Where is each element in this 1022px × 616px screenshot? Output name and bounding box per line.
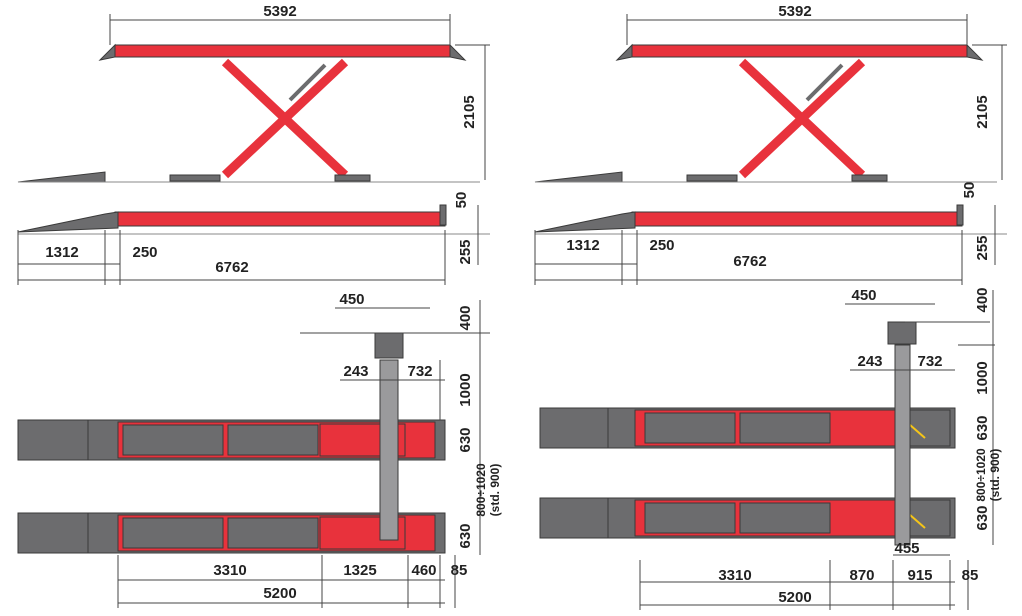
dimension-label: 85 xyxy=(451,562,468,579)
dimension-label: 870 xyxy=(849,567,874,584)
plate xyxy=(644,502,736,534)
dimension-label: 5392 xyxy=(778,3,811,20)
ramp xyxy=(534,211,636,233)
dimension-label: 450 xyxy=(339,291,364,308)
dimension-label: 243 xyxy=(857,353,882,370)
base-plate xyxy=(334,174,371,182)
cylinder xyxy=(288,63,327,102)
ramp-tip xyxy=(449,43,467,61)
stop xyxy=(956,204,964,226)
dimension-label: 1000 xyxy=(457,373,474,406)
dimension-label: 630 xyxy=(974,505,991,530)
console xyxy=(887,321,917,345)
base-plate xyxy=(169,174,221,182)
plate xyxy=(739,412,831,444)
dimension-label: 5200 xyxy=(778,589,811,606)
platform-lowered xyxy=(114,211,446,227)
dimension-label: 50 xyxy=(961,182,978,199)
console xyxy=(374,332,404,359)
dimension-label: 460 xyxy=(411,562,436,579)
dimension-label: 255 xyxy=(974,235,991,260)
plate xyxy=(739,502,831,534)
dimension-label: 1325 xyxy=(343,562,376,579)
dimension-label: 2105 xyxy=(974,95,991,128)
plate xyxy=(227,424,319,456)
ramp-tip xyxy=(966,43,984,61)
base-plate xyxy=(686,174,738,182)
plate xyxy=(122,517,224,549)
plate xyxy=(227,517,319,549)
ramp xyxy=(17,211,119,233)
dimension-label: 2105 xyxy=(461,95,478,128)
plate xyxy=(122,424,224,456)
dimension-label: (std. 900) xyxy=(488,464,502,517)
dimension-label: 450 xyxy=(851,287,876,304)
dimension-label: 400 xyxy=(457,305,474,330)
dimension-label: 85 xyxy=(962,567,979,584)
dimension-label: 3310 xyxy=(718,567,751,584)
dimension-label: 5200 xyxy=(263,585,296,602)
dimension-label: 3310 xyxy=(213,562,246,579)
dimension-label: 800÷1020 xyxy=(474,463,488,517)
ramp-tip xyxy=(98,43,116,61)
dimension-label: 630 xyxy=(974,415,991,440)
plate xyxy=(644,412,736,444)
dimension-label: 6762 xyxy=(215,259,248,276)
ramp xyxy=(17,171,106,183)
dimension-label: 732 xyxy=(917,353,942,370)
dimension-label: 400 xyxy=(974,287,991,312)
scissor-arm xyxy=(221,58,349,179)
dimension-label: 250 xyxy=(132,244,157,261)
stop xyxy=(439,204,447,226)
column xyxy=(379,359,399,541)
dimension-label: 630 xyxy=(457,427,474,452)
ramp-tip xyxy=(615,43,633,61)
dimension-label: 1312 xyxy=(45,244,78,261)
dimension-label: 800÷1020 xyxy=(974,448,988,502)
dimension-label: 455 xyxy=(894,540,919,557)
dimension-label: 1000 xyxy=(974,361,991,394)
dimension-label: 243 xyxy=(343,363,368,380)
platform-lowered xyxy=(631,211,963,227)
ramp xyxy=(534,171,623,183)
platform-raised xyxy=(631,44,968,58)
dimension-label: 630 xyxy=(457,523,474,548)
dimension-label: 250 xyxy=(649,237,674,254)
dimension-label: 915 xyxy=(907,567,932,584)
dimension-label: 5392 xyxy=(263,3,296,20)
dimension-label: 255 xyxy=(457,239,474,264)
cylinder xyxy=(805,63,844,102)
dimension-label: 6762 xyxy=(733,253,766,270)
base-plate xyxy=(851,174,888,182)
platform-raised xyxy=(114,44,451,58)
dimension-label: 1312 xyxy=(566,237,599,254)
dimension-label: (std. 900) xyxy=(988,449,1002,502)
dimension-label: 50 xyxy=(453,192,470,209)
scissor-arm xyxy=(738,58,866,179)
dimension-label: 732 xyxy=(407,363,432,380)
column xyxy=(894,344,911,546)
